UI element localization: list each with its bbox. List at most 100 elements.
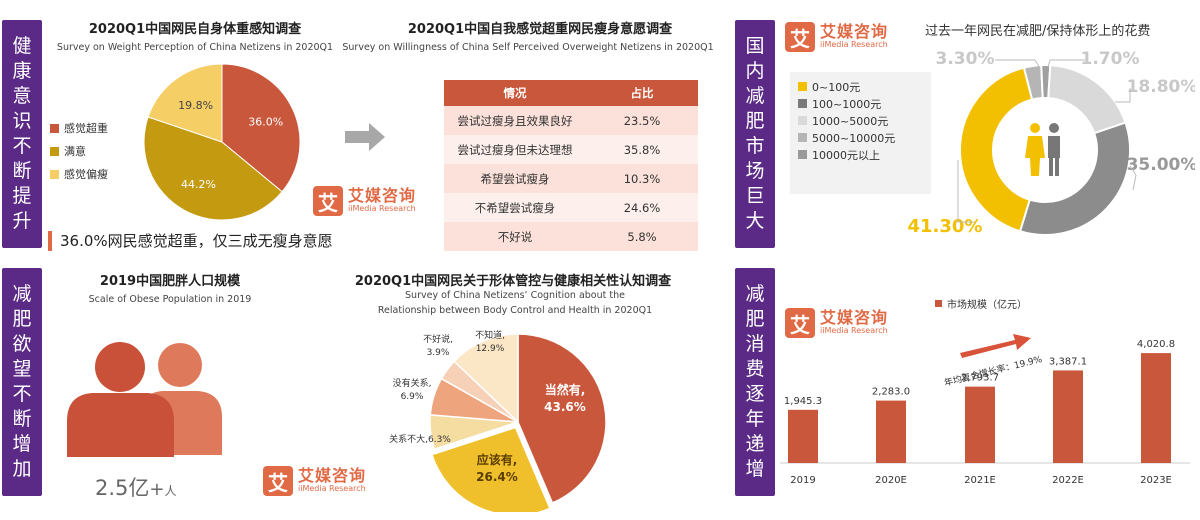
pie-category-label: 不好说,	[423, 333, 453, 345]
iimedia-logo: 艾 艾媒咨询 iiMedia Research	[785, 308, 888, 338]
pie-data-label: 44.2%	[181, 178, 216, 191]
table-cell: 23.5%	[586, 106, 698, 135]
donut-data-label: 18.80%	[1127, 77, 1195, 97]
panel5-legend: 0~100元 100~1000元 1000~5000元 5000~10000元 …	[790, 72, 931, 194]
sidebar-char: 巨	[745, 185, 765, 207]
bar-legend: 市场规模（亿元）	[935, 296, 1027, 311]
donut-data-label: 3.30%	[936, 49, 995, 69]
sidebar-market-size: 国内减肥市场巨大	[735, 20, 775, 248]
panel4-subtitle-1: Survey of China Netizens’ Cognition abou…	[405, 290, 625, 301]
sidebar-health-awareness: 健康意识不断提升	[2, 20, 42, 248]
sidebar-consumption: 减肥消费逐年递增	[735, 268, 775, 496]
sidebar-char: 断	[12, 408, 32, 430]
bar-data-label: 2,283.0	[872, 387, 910, 398]
logo-en: iiMedia Research	[820, 326, 888, 336]
leader-line	[1129, 165, 1137, 191]
bar-data-label: 1,945.3	[784, 396, 822, 407]
logo-en: iiMedia Research	[298, 484, 366, 494]
table-cell: 35.8%	[586, 135, 698, 164]
legend-item-100-1000: 100~1000元	[798, 95, 923, 112]
x-tick-label: 2021E	[964, 475, 996, 486]
pie-slice-0	[517, 333, 607, 504]
table-header-share: 占比	[586, 80, 698, 106]
logo-mark: 艾	[263, 466, 293, 496]
panel1-note-text: 36.0%网民感觉超重，仅三成无瘦身意愿	[60, 232, 333, 250]
legend-item-overweight: 感觉超重	[50, 120, 108, 136]
market-size-bar-chart: 1,945.3 2019 2,283.0 2020E 2,793.7 2021E 3,387…	[780, 334, 1190, 486]
legend-swatch	[798, 133, 807, 142]
table-header-row: 情况 占比	[444, 80, 698, 106]
legend-swatch	[798, 82, 807, 91]
sidebar-char: 健	[12, 35, 32, 57]
sidebar-char: 不	[12, 383, 32, 405]
sidebar-char: 增	[745, 458, 765, 480]
note-accent-bar	[48, 230, 52, 251]
leader-line	[1047, 59, 1085, 68]
logo-cn: 艾媒咨询	[820, 22, 889, 42]
panel1-legend: 感觉超重 满意 感觉偏瘦	[50, 120, 108, 189]
leader-line	[1115, 88, 1131, 103]
people-icon	[67, 342, 222, 457]
arrow-right-icon	[345, 123, 385, 151]
panel2-title: 2020Q1中国自我感觉超重网民瘦身意愿调查	[407, 22, 673, 37]
bar-2021E	[965, 386, 995, 463]
pie-data-label: 3.9%	[427, 348, 450, 358]
growth-arrow-icon	[960, 334, 1031, 358]
pie-data-label: 36.0%	[248, 115, 283, 128]
pie-slice-1	[143, 116, 283, 221]
table-row: 希望尝试瘦身 10.3%	[444, 164, 698, 193]
panel2-subtitle: Survey on Willingness of China Self Perc…	[342, 42, 714, 53]
pie-category-label: 当然有,	[545, 382, 586, 397]
pie-category-label: 不知道,	[475, 329, 505, 341]
pie-data-label: 12.9%	[476, 344, 505, 354]
sidebar-char: 市	[745, 135, 765, 157]
table-cell: 5.8%	[586, 222, 698, 251]
donut-slice-0	[959, 66, 1034, 233]
table-cell: 不希望尝试瘦身	[444, 193, 586, 222]
panel3-title: 2019中国肥胖人口规模	[99, 274, 241, 289]
pie-category-label: 关系不大,6.3%	[389, 433, 451, 445]
sidebar-char: 升	[12, 210, 32, 232]
sidebar-char: 减	[12, 283, 32, 305]
table-cell: 24.6%	[586, 193, 698, 222]
bar-data-label: 3,387.1	[1049, 356, 1087, 367]
sidebar-char: 费	[745, 358, 765, 380]
pie-slice-0	[221, 63, 301, 193]
panel4-subtitle-2: Relationship between Body Control and He…	[377, 305, 653, 316]
x-tick-label: 2023E	[1140, 475, 1172, 486]
x-tick-label: 2019	[790, 475, 815, 486]
weight-perception-pie: 36.0% 44.2% 19.8%	[143, 63, 301, 221]
x-tick-label: 2020E	[875, 475, 907, 486]
sidebar-char: 肥	[12, 308, 32, 330]
sidebar-char: 望	[12, 358, 32, 380]
donut-data-label: 41.30%	[908, 216, 983, 237]
legend-swatch	[50, 169, 59, 179]
panel3-subtitle: Scale of Obese Population in 2019	[88, 294, 252, 305]
legend-item-5000-10000: 5000~10000元	[798, 129, 923, 146]
legend-swatch	[50, 123, 59, 133]
table-row: 不好说 5.8%	[444, 222, 698, 251]
legend-swatch	[50, 146, 59, 156]
panel5-title: 过去一年网民在减肥/保持体形上的花费	[925, 24, 1151, 39]
legend-swatch	[798, 150, 807, 159]
bar-2020E	[876, 400, 906, 463]
pie-slice-5	[453, 333, 519, 424]
legend-item-1000-5000: 1000~5000元	[798, 112, 923, 129]
legend-swatch	[935, 300, 942, 307]
sidebar-char: 肥	[745, 110, 765, 132]
bar-data-label: 4,020.8	[1137, 339, 1175, 350]
legend-item-satisfied: 满意	[50, 143, 108, 159]
panel1-title: 2020Q1中国网民自身体重感知调查	[88, 22, 302, 37]
table-cell: 希望尝试瘦身	[444, 164, 586, 193]
sidebar-weight-loss-desire: 减肥欲望不断增加	[2, 268, 42, 496]
sidebar-char: 国	[745, 35, 765, 57]
panel4-title: 2020Q1中国网民关于形体管控与健康相关性认知调查	[354, 274, 672, 289]
sidebar-char: 意	[12, 85, 32, 107]
sidebar-char: 内	[745, 60, 765, 82]
sidebar-char: 消	[745, 333, 765, 355]
logo-cn: 艾媒咨询	[820, 308, 889, 328]
sidebar-char: 断	[12, 160, 32, 182]
pie-data-label: 6.9%	[401, 392, 424, 402]
sidebar-char: 减	[745, 85, 765, 107]
table-cell: 10.3%	[586, 164, 698, 193]
